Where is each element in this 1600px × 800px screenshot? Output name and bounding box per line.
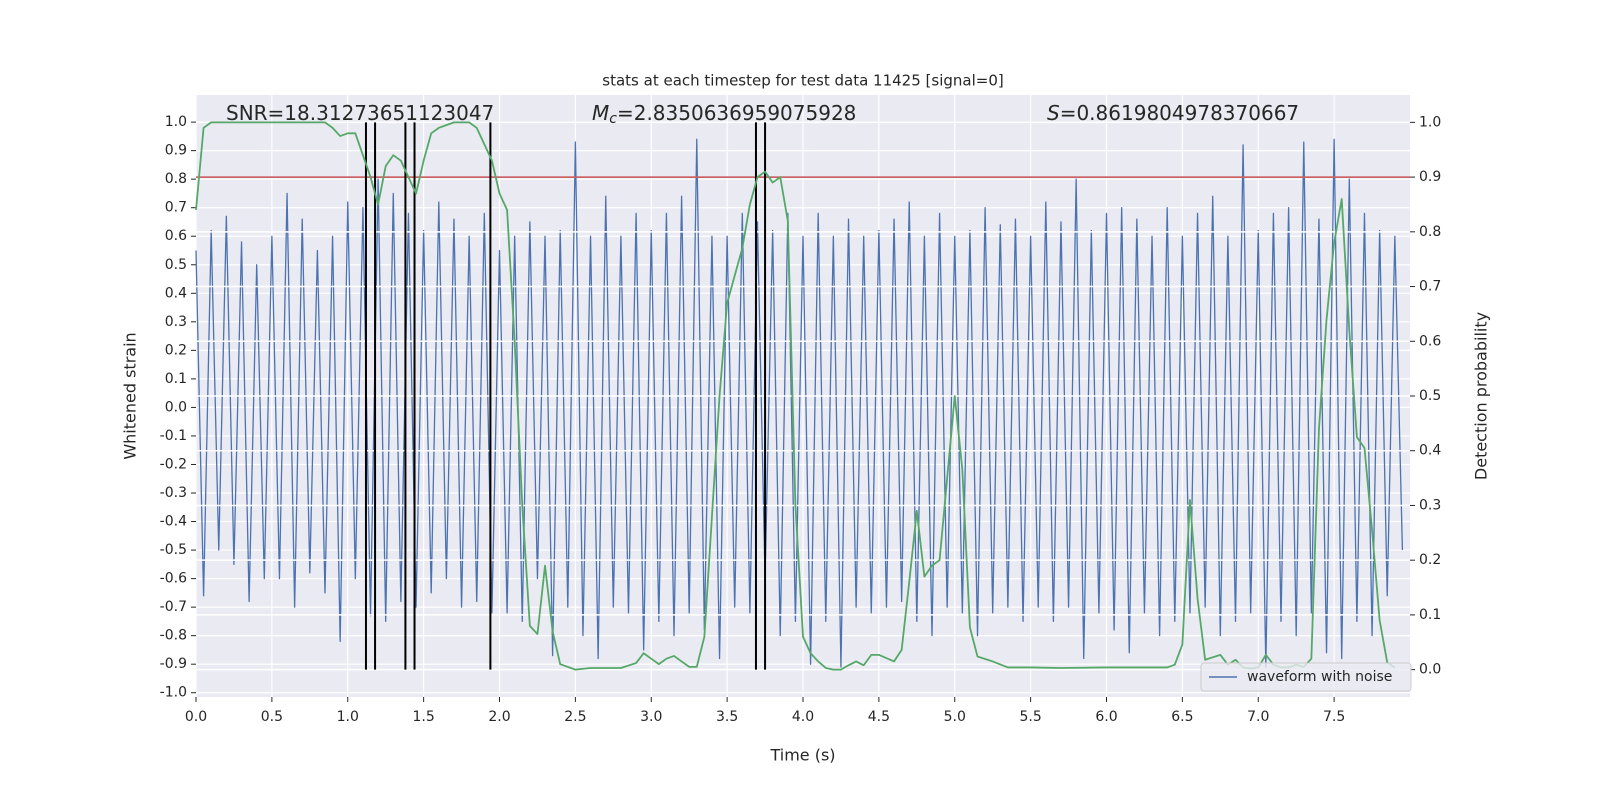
x-tick-label: 3.5 [716,709,738,725]
y2-tick-label: 0.5 [1419,388,1441,404]
y-tick-label: 0.0 [165,399,187,415]
annotation-text: =2.8350636959075928 [617,101,856,125]
x-tick-label: 2.0 [488,709,510,725]
y-tick-label: -0.7 [160,599,187,615]
series-line [195,138,1404,668]
y-tick-label: -1.0 [160,685,187,701]
x-tick-label: 6.5 [1171,709,1193,725]
y-tick-label: 0.9 [165,143,187,159]
y-tick-label: -0.4 [160,514,187,530]
annotation-text: =0.8619804978370667 [1060,101,1299,125]
y-tick-label: -0.2 [160,456,187,472]
y-axis-label: Whitened strain [121,332,140,459]
y-tick-label: 1.0 [165,114,187,130]
x-tick-label: 4.0 [792,709,814,725]
chart-title: stats at each timestep for test data 114… [602,72,1003,90]
annotation-subscript: c [609,111,617,127]
y2-tick-label: 0.1 [1419,607,1441,623]
x-tick-label: 6.0 [1095,709,1117,725]
annotation: SNR=18.31273651123047 [226,101,494,125]
x-tick-label: 0.0 [185,709,207,725]
x-tick-label: 1.0 [337,709,359,725]
y2-tick-label: 0.9 [1419,169,1441,185]
y2-tick-label: 0.4 [1419,443,1441,459]
y-tick-label: 0.4 [165,285,187,301]
annotation: Mc=2.8350636959075928 [592,101,856,128]
annotation-text: SNR=18.31273651123047 [226,101,494,125]
y-tick-label: -0.3 [160,485,187,501]
y-tick-label: -0.9 [160,656,187,672]
annotation: S=0.8619804978370667 [1047,101,1299,125]
y2-tick-label: 0.3 [1419,497,1441,513]
annotation-symbol: S [1047,101,1060,125]
annotation-symbol: M [592,101,609,125]
x-tick-label: 1.5 [412,709,434,725]
x-tick-label: 2.5 [564,709,586,725]
y-tick-label: 0.3 [165,314,187,330]
y2-tick-label: 0.6 [1419,333,1441,349]
y2-tick-label: 0.0 [1419,662,1441,678]
x-tick-label: 3.0 [640,709,662,725]
legend-label: waveform with noise [1247,669,1392,685]
x-tick-label: 5.0 [944,709,966,725]
x-tick-label: 0.5 [261,709,283,725]
y2-tick-label: 0.2 [1419,552,1441,568]
y2-tick-label: 0.7 [1419,279,1441,295]
x-tick-label: 7.0 [1247,709,1269,725]
x-tick-label: 4.5 [868,709,890,725]
y-tick-label: 0.8 [165,171,187,187]
y2-tick-label: 1.0 [1419,114,1441,130]
y-tick-label: 0.5 [165,257,187,273]
y-tick-label: -0.1 [160,428,187,444]
y2-axis-label: Detection probability [1472,312,1491,480]
y-tick-label: -0.8 [160,628,187,644]
x-tick-label: 7.5 [1323,709,1345,725]
y-tick-label: -0.6 [160,571,187,587]
y-tick-label: -0.5 [160,542,187,558]
y-tick-label: 0.1 [165,371,187,387]
x-tick-label: 5.5 [1019,709,1041,725]
x-axis-label: Time (s) [769,746,835,765]
legend-box [1200,662,1412,692]
y2-tick-label: 0.8 [1419,224,1441,240]
y-tick-label: 0.2 [165,342,187,358]
y-tick-label: 0.6 [165,228,187,244]
y-tick-label: 0.7 [165,200,187,216]
